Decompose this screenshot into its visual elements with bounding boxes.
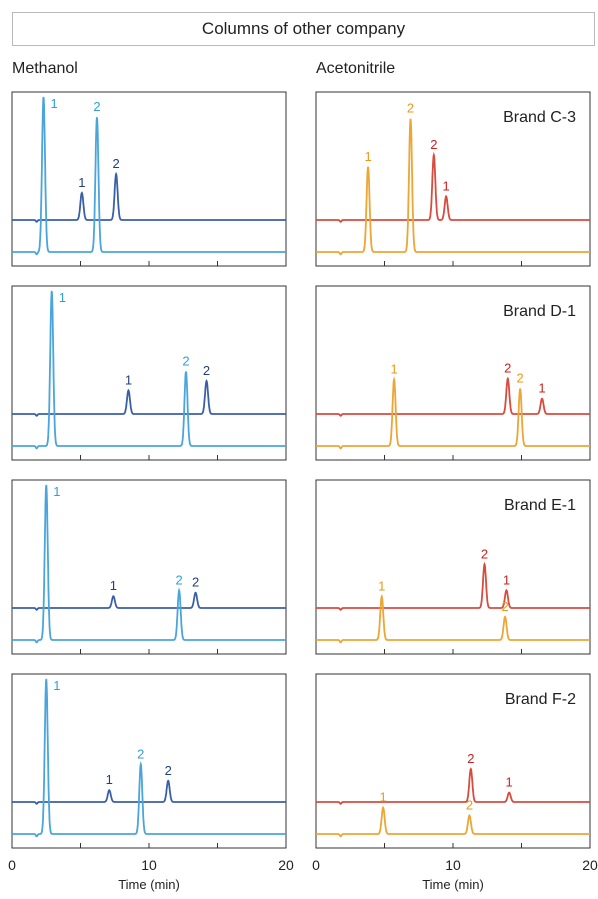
- x-axis-label: Time (min): [118, 877, 180, 892]
- peak-label: 2: [165, 763, 172, 778]
- x-tick-label: 20: [582, 857, 598, 873]
- peak-label: 1: [364, 149, 371, 164]
- x-tick-label: 10: [445, 857, 461, 873]
- panel-methanol-brand-c-3: 1 2 1 2: [11, 91, 287, 267]
- peak-label: 2: [466, 797, 473, 812]
- peak-label: 2: [504, 361, 511, 376]
- peak-label: 2: [501, 599, 508, 614]
- peak-label: 2: [481, 546, 488, 561]
- peak-label: 2: [192, 575, 199, 590]
- x-tick-label: 20: [278, 857, 294, 873]
- peak-label: 1: [380, 790, 387, 805]
- peak-label: 2: [407, 101, 414, 116]
- panel-acetonitrile-brand-f-2: 2 1 1 2 Brand F-2: [315, 673, 591, 849]
- panel-methanol-brand-e-1: 1 2 1 2: [11, 479, 287, 655]
- peak-label: 2: [430, 137, 437, 152]
- peak-label: 1: [78, 175, 85, 190]
- peak-label: 2: [203, 363, 210, 378]
- panel-frame: [11, 673, 287, 849]
- peak-label: 1: [506, 775, 513, 790]
- series-orange-trace: [316, 376, 590, 450]
- peak-label: 1: [503, 572, 510, 587]
- series-dark_blue-trace: [12, 171, 286, 223]
- peak-label: 2: [176, 572, 183, 587]
- peak-label: 2: [467, 751, 474, 766]
- brand-label: Brand D-1: [503, 303, 576, 320]
- series-orange-trace: [316, 118, 590, 256]
- series-red-trace: [316, 767, 590, 805]
- peak-label: 1: [106, 772, 113, 787]
- series-light_blue-trace: [12, 678, 286, 838]
- peak-label: 2: [113, 156, 120, 171]
- series-dark_blue-trace: [12, 378, 286, 417]
- peak-label: 1: [538, 381, 545, 396]
- acetonitrile-column-title: Acetonitrile: [316, 60, 396, 77]
- peak-label: 1: [390, 361, 397, 376]
- peak-label: 1: [378, 579, 385, 594]
- peak-label: 1: [443, 178, 450, 193]
- panel-frame: [11, 479, 287, 655]
- brand-label: Brand F-2: [505, 691, 576, 708]
- x-tick-label: 0: [8, 857, 16, 873]
- series-red-trace: [316, 561, 590, 611]
- methanol-column-title: Methanol: [12, 60, 78, 77]
- peak-label: 1: [51, 96, 58, 111]
- peak-label: 2: [182, 354, 189, 369]
- peak-label: 1: [53, 678, 60, 693]
- figure-header: Columns of other company: [12, 12, 595, 46]
- peak-label: 1: [110, 578, 117, 593]
- peak-label: 1: [53, 484, 60, 499]
- brand-label: Brand E-1: [504, 497, 576, 514]
- x-tick-label: 10: [141, 857, 157, 873]
- x-tick-label: 0: [312, 857, 320, 873]
- series-light_blue-trace: [12, 96, 286, 256]
- series-red-trace: [316, 151, 590, 223]
- series-orange-trace: [316, 593, 590, 644]
- series-light_blue-trace: [12, 290, 286, 450]
- series-dark_blue-trace: [12, 779, 286, 805]
- panel-methanol-brand-d-1: 1 2 1 2: [11, 285, 287, 461]
- figure-title: Columns of other company: [201, 19, 406, 38]
- x-axis-label: Time (min): [422, 877, 484, 892]
- peak-label: 2: [93, 99, 100, 114]
- peak-label: 1: [125, 372, 132, 387]
- panel-methanol-brand-f-2: 1 2 1 2: [11, 673, 287, 849]
- series-dark_blue-trace: [12, 591, 286, 611]
- peak-label: 1: [59, 290, 66, 305]
- series-red-trace: [316, 376, 590, 417]
- series-light_blue-trace: [12, 484, 286, 644]
- panel-acetonitrile-brand-c-3: 2 1 1 2 Brand C-3: [315, 91, 591, 267]
- panel-frame: [11, 91, 287, 267]
- peak-label: 2: [517, 371, 524, 386]
- series-orange-trace: [316, 805, 590, 838]
- peak-label: 2: [137, 746, 144, 761]
- brand-label: Brand C-3: [503, 109, 576, 126]
